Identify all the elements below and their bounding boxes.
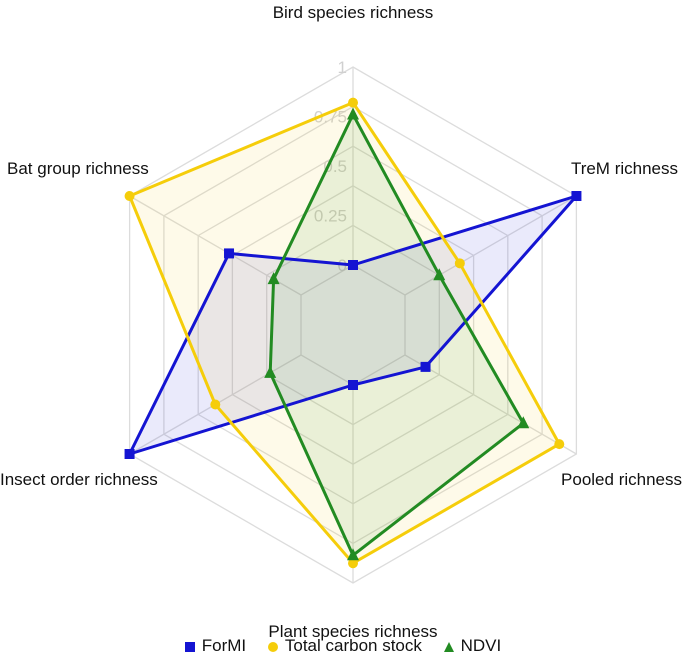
legend-label-formi: ForMI: [201, 636, 247, 655]
data-point-square[interactable]: [224, 248, 235, 259]
tick-label: 0.25: [314, 207, 347, 226]
axis-label: Plant species richness: [268, 622, 437, 641]
series-fill-0: [129, 196, 577, 454]
data-point-circle[interactable]: [454, 258, 465, 269]
data-point-circle[interactable]: [348, 97, 358, 108]
data-point-square[interactable]: [420, 361, 431, 372]
series-fill-2: [270, 114, 524, 556]
axis-label: Bird species richness: [273, 3, 434, 22]
data-point-square[interactable]: [348, 380, 358, 390]
legend-label-carbon: Total carbon stock: [284, 636, 422, 655]
legend: ForMI Total carbon stock NDVI: [0, 636, 685, 656]
legend-item-carbon[interactable]: Total carbon stock: [267, 636, 422, 656]
legend-item-formi[interactable]: ForMI: [184, 636, 246, 656]
tick-label: 0.75: [314, 108, 347, 127]
legend-triangle-icon: [443, 641, 454, 652]
data-point-circle[interactable]: [348, 558, 358, 569]
data-point-circle[interactable]: [210, 399, 221, 410]
grid-spoke: [404, 195, 577, 296]
axis-label: Insect order richness: [0, 470, 158, 489]
series-fill-1: [129, 102, 560, 564]
grid-spoke: [404, 354, 577, 455]
legend-label-ndvi: NDVI: [460, 636, 502, 655]
data-point-square[interactable]: [124, 449, 135, 459]
data-point-triangle[interactable]: [264, 365, 277, 378]
data-point-circle[interactable]: [124, 191, 135, 201]
data-point-square[interactable]: [348, 260, 358, 270]
data-point-circle[interactable]: [554, 439, 565, 450]
axis-label: TreM richness: [571, 159, 678, 178]
legend-square-icon: [184, 641, 195, 652]
axis-label: Bat group richness: [7, 159, 149, 178]
axis-label: Pooled richness: [561, 470, 682, 489]
data-point-triangle[interactable]: [517, 416, 530, 429]
data-point-triangle[interactable]: [433, 268, 446, 281]
legend-circle-icon: [267, 641, 278, 652]
data-point-square[interactable]: [571, 191, 582, 201]
tick-label: 1: [338, 58, 347, 77]
data-point-triangle[interactable]: [267, 272, 280, 285]
data-point-triangle[interactable]: [347, 107, 359, 120]
data-point-triangle[interactable]: [347, 548, 359, 561]
legend-item-ndvi[interactable]: NDVI: [443, 636, 502, 656]
